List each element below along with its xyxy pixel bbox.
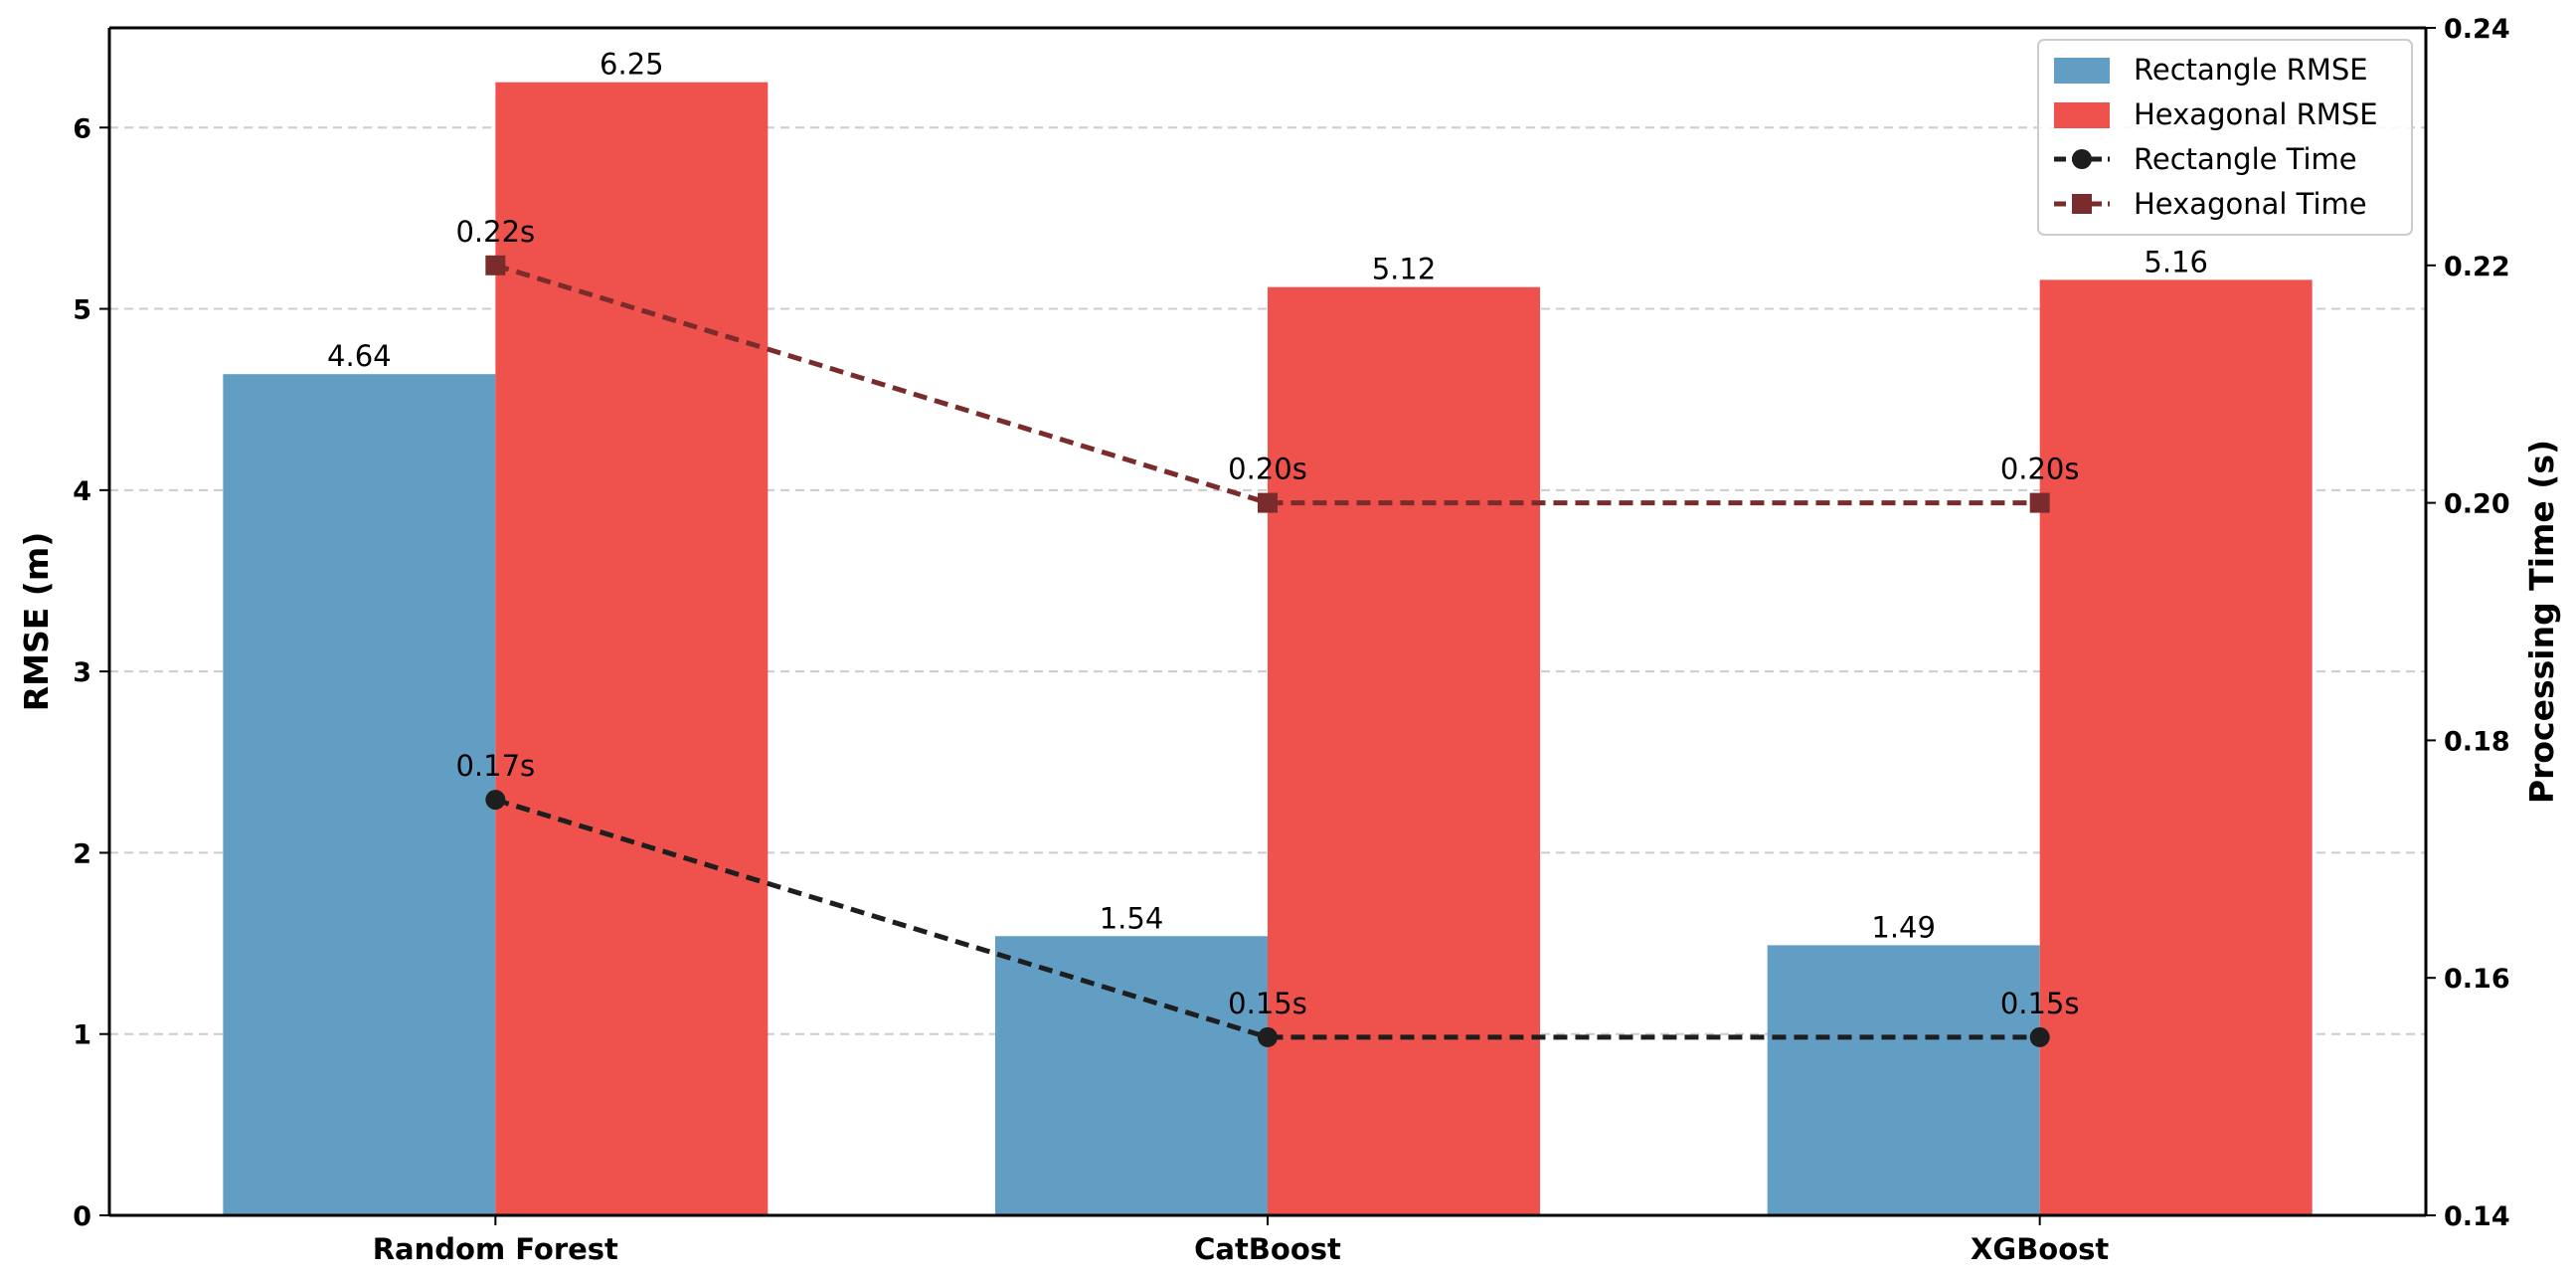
right-tick-label: 0.18: [2444, 726, 2510, 757]
left-tick-label: 0: [73, 1201, 91, 1232]
bar-rectangle-rmse: [1767, 945, 2040, 1215]
bar-value-label: 1.49: [1871, 910, 1936, 944]
marker-point: [1258, 1026, 1278, 1047]
bar-rectangle-rmse: [223, 374, 496, 1215]
line-rectangle-time: [494, 797, 2040, 1040]
time-value-label: 0.15s: [2000, 987, 2080, 1020]
left-tick-label: 6: [73, 113, 91, 144]
bar-value-label: 5.12: [1372, 253, 1437, 286]
legend-box: [2037, 39, 2413, 236]
data-labels: 4.64 1.54 1.49 6.25 5.12 5.16 0.17s 0.15s 0.15s 0…: [327, 48, 2208, 1020]
x-tick-label: XGBoost: [1971, 1232, 2109, 1266]
time-value-label: 0.22s: [455, 215, 535, 249]
time-value-label: 0.15s: [1228, 987, 1307, 1020]
left-tick-label: 5: [73, 295, 91, 326]
legend-swatch: [2054, 102, 2110, 128]
time-lines: [485, 255, 2050, 1047]
legend: Rectangle RMSE Hexagonal RMSE Rectangle Ti…: [2037, 39, 2413, 236]
axes: 0 1 2 3 4 5 6 0.14 0.16 0.18 0.20 0.22 0.24 Random Fo…: [17, 14, 2561, 1266]
line-hexagonal-time: [494, 263, 2040, 506]
y2-axis-title: Processing Time (s): [2522, 440, 2561, 804]
left-tick-label: 4: [73, 476, 91, 507]
x-tick-label: CatBoost: [1194, 1232, 1341, 1266]
bar-rectangle-rmse: [995, 936, 1268, 1215]
bar-hexagonal-rmse: [495, 82, 769, 1216]
legend-swatch: [2054, 58, 2110, 84]
bar-hexagonal-rmse: [2039, 279, 2313, 1216]
bar-value-label: 5.16: [2144, 245, 2208, 278]
legend-label: Hexagonal Time: [2134, 187, 2367, 221]
right-tick-label: 0.14: [2444, 1201, 2510, 1232]
right-tick-label: 0.20: [2444, 489, 2510, 520]
bar-value-label: 1.54: [1100, 901, 1164, 935]
left-tick-label: 2: [73, 838, 91, 869]
legend-label: Rectangle Time: [2134, 142, 2357, 176]
marker-point: [2029, 492, 2050, 513]
marker-point: [485, 790, 506, 811]
right-tick-label: 0.16: [2444, 964, 2510, 995]
bars: [223, 82, 2313, 1216]
legend-marker: [2072, 194, 2092, 214]
x-tick-label: Random Forest: [373, 1232, 618, 1266]
bar-hexagonal-rmse: [1268, 286, 1540, 1215]
bar-value-label: 4.64: [327, 339, 392, 373]
legend-marker: [2072, 149, 2092, 169]
left-tick-label: 3: [73, 657, 91, 688]
marker-point: [2029, 1026, 2050, 1047]
legend-label: Hexagonal RMSE: [2134, 97, 2378, 131]
bar-value-label: 6.25: [600, 48, 664, 82]
time-value-label: 0.20s: [2000, 453, 2080, 486]
left-tick-label: 1: [73, 1020, 91, 1051]
right-tick-label: 0.22: [2444, 252, 2510, 282]
legend-label: Rectangle RMSE: [2134, 53, 2368, 87]
marker-point: [1258, 492, 1278, 513]
time-value-label: 0.20s: [1228, 453, 1307, 486]
time-value-label: 0.17s: [455, 749, 535, 783]
right-tick-label: 0.24: [2444, 14, 2510, 45]
y-axis-title: RMSE (m): [17, 532, 56, 712]
marker-point: [485, 255, 506, 275]
